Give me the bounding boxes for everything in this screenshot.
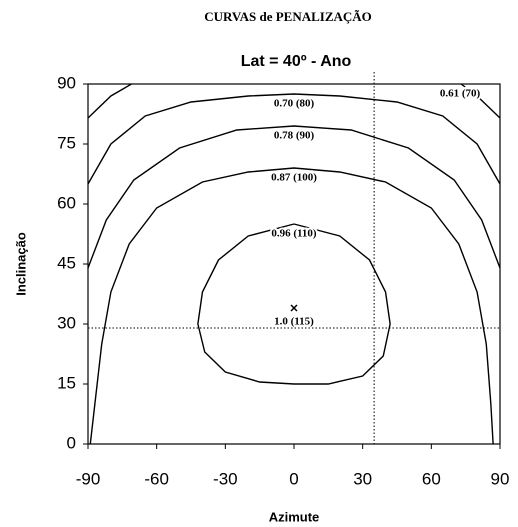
y-axis-label: Inclinação — [13, 232, 28, 296]
contour-line — [197, 223, 391, 385]
y-tick-label: 45 — [57, 253, 76, 272]
contour-label: 0.70 (80) — [274, 98, 315, 110]
optimum-marker — [290, 304, 298, 312]
y-tick-label: 15 — [57, 373, 76, 392]
y-tick-label: 60 — [57, 193, 76, 212]
contour-label: 0.87 (100) — [271, 172, 317, 184]
y-tick-label: 90 — [57, 73, 76, 92]
y-tick-label: 75 — [57, 133, 76, 152]
x-tick-label: -90 — [76, 469, 101, 488]
x-tick-label: 30 — [353, 469, 372, 488]
x-tick-label: 60 — [422, 469, 441, 488]
chart-title: CURVAS de PENALIZAÇÃO — [204, 9, 372, 24]
x-tick-label: 0 — [289, 469, 298, 488]
x-tick-label: -60 — [144, 469, 169, 488]
x-axis-label: Azimute — [269, 509, 320, 524]
contour-line — [89, 167, 494, 445]
y-tick-label: 30 — [57, 313, 76, 332]
contour-label: 0.96 (110) — [271, 228, 317, 240]
contour-line — [87, 125, 501, 269]
contour-label: 0.78 (90) — [274, 130, 315, 142]
x-tick-label: -30 — [213, 469, 238, 488]
contour-line — [87, 93, 501, 185]
contour-line — [87, 83, 501, 119]
contour-label: 0.61 (70) — [440, 88, 481, 100]
optimum-label: 1.0 (115) — [274, 316, 314, 328]
y-tick-label: 0 — [67, 433, 76, 452]
chart-subtitle: Lat = 40º - Ano — [241, 53, 352, 70]
x-tick-label: 90 — [491, 469, 510, 488]
